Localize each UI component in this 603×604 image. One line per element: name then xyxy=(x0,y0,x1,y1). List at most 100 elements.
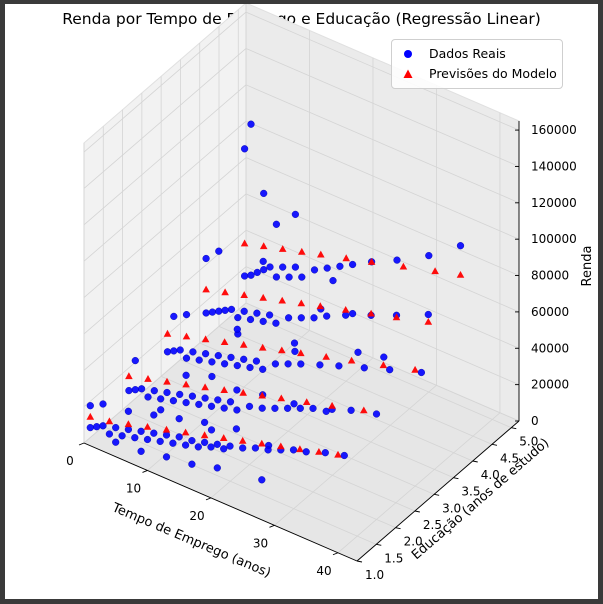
z-tick-label: 140000 xyxy=(531,160,577,174)
data-point-real xyxy=(264,446,272,454)
data-point-real xyxy=(291,263,300,271)
data-point-real xyxy=(233,386,241,394)
data-point-real xyxy=(194,443,202,451)
legend-marker-triangle xyxy=(403,69,413,78)
data-point-real xyxy=(241,272,249,280)
z-tick-label: 100000 xyxy=(531,232,577,246)
data-point-real xyxy=(176,390,184,399)
data-point-real xyxy=(213,464,221,472)
y-tick-label: 5.0 xyxy=(519,435,538,449)
x-tick xyxy=(205,497,212,501)
data-point-predicted xyxy=(144,375,152,382)
grid-z-back xyxy=(245,48,520,167)
grid-y-floor xyxy=(199,342,473,462)
data-point-real xyxy=(188,437,196,445)
data-point-real xyxy=(258,476,266,484)
data-point-real xyxy=(347,406,355,414)
data-point-predicted xyxy=(201,383,209,391)
data-point-predicted xyxy=(143,423,152,430)
data-point-real xyxy=(221,360,229,368)
data-point-real xyxy=(86,402,94,410)
data-point-predicted xyxy=(200,431,209,439)
data-point-real xyxy=(214,352,222,360)
data-point-predicted xyxy=(182,332,191,340)
data-point-predicted xyxy=(347,356,356,364)
grid-z-left xyxy=(83,302,247,444)
data-point-real xyxy=(162,431,171,439)
x-tick xyxy=(142,470,148,473)
data-point-real xyxy=(220,445,228,453)
y-tick xyxy=(453,477,459,480)
data-point-real xyxy=(302,448,310,456)
data-point-real xyxy=(118,432,126,440)
data-point-predicted xyxy=(360,406,368,414)
grid-y-floor xyxy=(180,359,454,479)
x-axis-line xyxy=(83,442,358,562)
data-point-real xyxy=(176,346,184,354)
data-point-real xyxy=(372,410,381,418)
data-point-real xyxy=(156,437,164,446)
y-tick xyxy=(491,443,498,446)
data-point-predicted xyxy=(379,361,388,369)
data-point-real xyxy=(285,273,293,281)
data-point-predicted xyxy=(258,391,266,399)
data-point-real xyxy=(417,368,426,377)
data-point-predicted xyxy=(201,335,210,343)
data-point-real xyxy=(260,266,268,274)
data-point-real xyxy=(202,254,210,263)
legend-label-dados-reais: Dados Reais xyxy=(429,46,506,61)
data-point-real xyxy=(182,399,190,407)
data-point-real xyxy=(259,365,267,373)
data-point-predicted xyxy=(239,340,248,348)
y-tick xyxy=(376,543,382,546)
y-tick xyxy=(434,493,440,496)
data-point-predicted xyxy=(334,450,342,458)
data-point-real xyxy=(289,446,298,454)
data-point-predicted xyxy=(181,428,190,436)
data-point-real xyxy=(170,312,178,321)
data-point-real xyxy=(342,311,350,319)
data-point-real xyxy=(233,406,241,414)
data-point-predicted xyxy=(219,434,228,441)
data-point-real xyxy=(220,404,228,412)
data-point-real xyxy=(189,348,197,356)
data-point-real xyxy=(157,406,165,414)
data-point-predicted xyxy=(322,353,330,360)
data-point-real xyxy=(349,260,357,269)
y-tick xyxy=(472,460,478,463)
data-points xyxy=(86,120,465,484)
y-tick-label: 4.0 xyxy=(481,468,500,482)
y-tick xyxy=(356,560,363,563)
data-point-predicted xyxy=(125,372,133,380)
data-point-real xyxy=(221,306,229,314)
data-point-real xyxy=(386,366,394,374)
data-point-real xyxy=(323,264,331,272)
data-point-real xyxy=(245,402,254,411)
data-point-real xyxy=(253,309,261,317)
data-point-real xyxy=(290,400,298,408)
data-point-real xyxy=(234,314,242,322)
z-tick-label: 60000 xyxy=(531,305,569,319)
data-point-real xyxy=(340,451,348,460)
data-point-predicted xyxy=(258,439,266,447)
y-tick-label: 3.5 xyxy=(461,485,480,499)
data-point-predicted xyxy=(367,309,375,317)
data-point-real xyxy=(272,220,281,228)
data-point-real xyxy=(298,273,306,281)
data-point-real xyxy=(321,449,329,457)
grid-z-back xyxy=(245,11,520,131)
data-point-real xyxy=(143,435,152,444)
data-point-real xyxy=(169,397,178,405)
data-point-real xyxy=(182,441,190,449)
z-tick-label: 0 xyxy=(531,414,539,428)
data-point-real xyxy=(207,426,216,434)
data-point-real xyxy=(86,424,94,432)
grid-y-floor xyxy=(238,309,512,429)
data-point-real xyxy=(170,347,178,355)
data-point-real xyxy=(259,257,267,266)
y-tick-label: 1.0 xyxy=(365,568,384,582)
data-point-real xyxy=(329,277,337,285)
grid-z-back xyxy=(245,120,520,240)
grid-z-left xyxy=(83,120,247,262)
data-point-real xyxy=(253,268,261,277)
